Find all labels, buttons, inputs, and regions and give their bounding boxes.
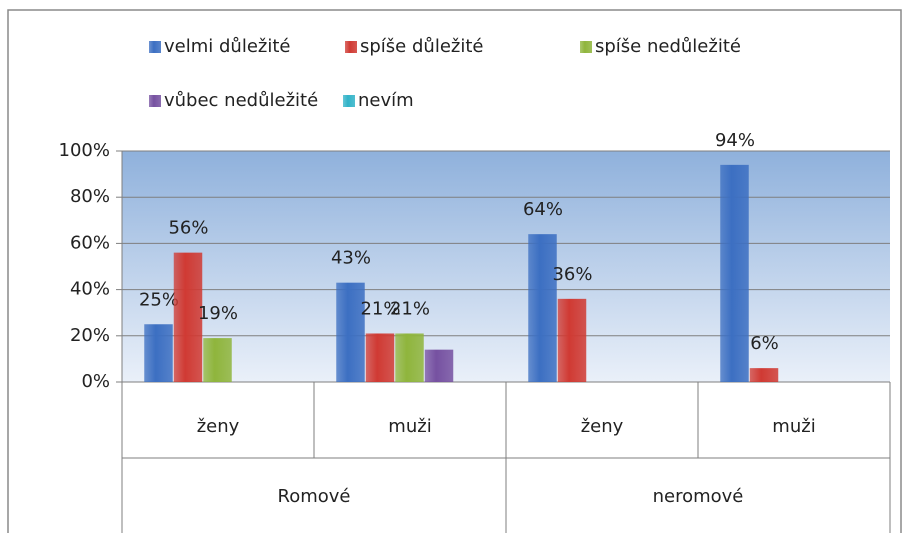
legend-label: spíše nedůležité (595, 36, 741, 57)
y-tick-label: 80% (70, 186, 110, 207)
plot-area (122, 151, 890, 382)
data-label: 94% (715, 130, 755, 151)
bar (749, 368, 779, 382)
data-label: 25% (139, 289, 179, 310)
y-tick-label: 40% (70, 279, 110, 300)
y-tick-label: 0% (81, 371, 110, 392)
data-label: 43% (331, 248, 371, 269)
bar (557, 298, 587, 382)
data-label: 21% (390, 298, 430, 319)
y-tick-label: 100% (59, 140, 110, 161)
bar (720, 164, 749, 382)
legend-swatch (149, 95, 161, 107)
bar (528, 234, 557, 382)
legend-label: spíše důležité (360, 36, 483, 57)
y-tick-label: 20% (70, 325, 110, 346)
bar (173, 252, 203, 382)
legend-swatch (343, 95, 355, 107)
data-label: 19% (198, 303, 238, 324)
bar (336, 282, 365, 382)
x-tick-label: muži (388, 416, 431, 437)
x-tick-label: ženy (197, 416, 240, 437)
legend-swatch (149, 41, 161, 53)
legend-swatch (580, 41, 592, 53)
group-label: neromové (653, 486, 744, 507)
legend-label: velmi důležité (164, 36, 290, 57)
data-label: 36% (552, 264, 592, 285)
bar (424, 349, 454, 382)
bar (365, 333, 395, 382)
legend-label: vůbec nedůležité (164, 90, 318, 111)
bar (395, 333, 424, 382)
bar (203, 338, 232, 382)
x-tick-label: ženy (581, 416, 624, 437)
data-label: 21% (360, 298, 400, 319)
data-label: 64% (523, 199, 563, 220)
legend-label: nevím (358, 90, 414, 111)
group-label: Romové (278, 486, 351, 507)
legend-swatch (345, 41, 357, 53)
x-tick-label: muži (772, 416, 815, 437)
bar (144, 324, 173, 382)
y-tick-label: 60% (70, 232, 110, 253)
data-label: 6% (750, 333, 779, 354)
data-label: 56% (168, 218, 208, 239)
